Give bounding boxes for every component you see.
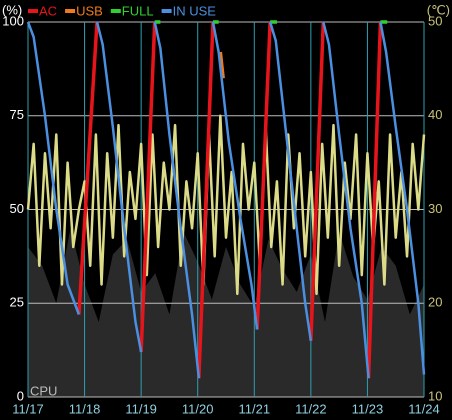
cpu-area [28,228,424,397]
battery-line [26,21,426,379]
x-tick-label: 11/17 [12,401,44,416]
y-axis-label: (%) [2,2,22,17]
temperature-line [26,114,426,296]
legend-label: AC [39,3,57,18]
y-tick-label: 100 [2,13,24,28]
legend-label: FULL [122,3,154,18]
x-tick-label: 11/24 [408,401,440,416]
cpu-label: CPU [30,383,57,398]
y-tick-label: 0 [17,388,24,403]
y-tick-label: 25 [10,295,24,310]
x-tick-label: 11/20 [182,401,214,416]
legend-swatch [28,9,38,13]
legend-swatch [110,9,121,13]
x-tick-label: 11/18 [69,401,101,416]
y2-tick-label: 10 [428,388,442,403]
x-tick-label: 11/23 [352,401,384,416]
legend-swatch [161,9,172,13]
y-tick-label: 50 [10,201,24,216]
x-tick-label: 11/21 [238,401,270,416]
y-tick-label: 75 [10,107,24,122]
battery-line [77,21,383,379]
legend-swatch [65,9,76,13]
y2-tick-label: 50 [428,13,442,28]
battery-line [218,51,225,79]
y2-tick-label: 40 [428,107,442,122]
y2-tick-label: 20 [428,295,442,310]
x-tick-label: 11/22 [295,401,327,416]
legend-label: USB [76,3,103,18]
y2-axis-label: (℃) [427,2,450,17]
y2-tick-label: 30 [428,201,442,216]
legend-label: IN USE [173,3,217,18]
x-tick-label: 11/19 [125,401,157,416]
